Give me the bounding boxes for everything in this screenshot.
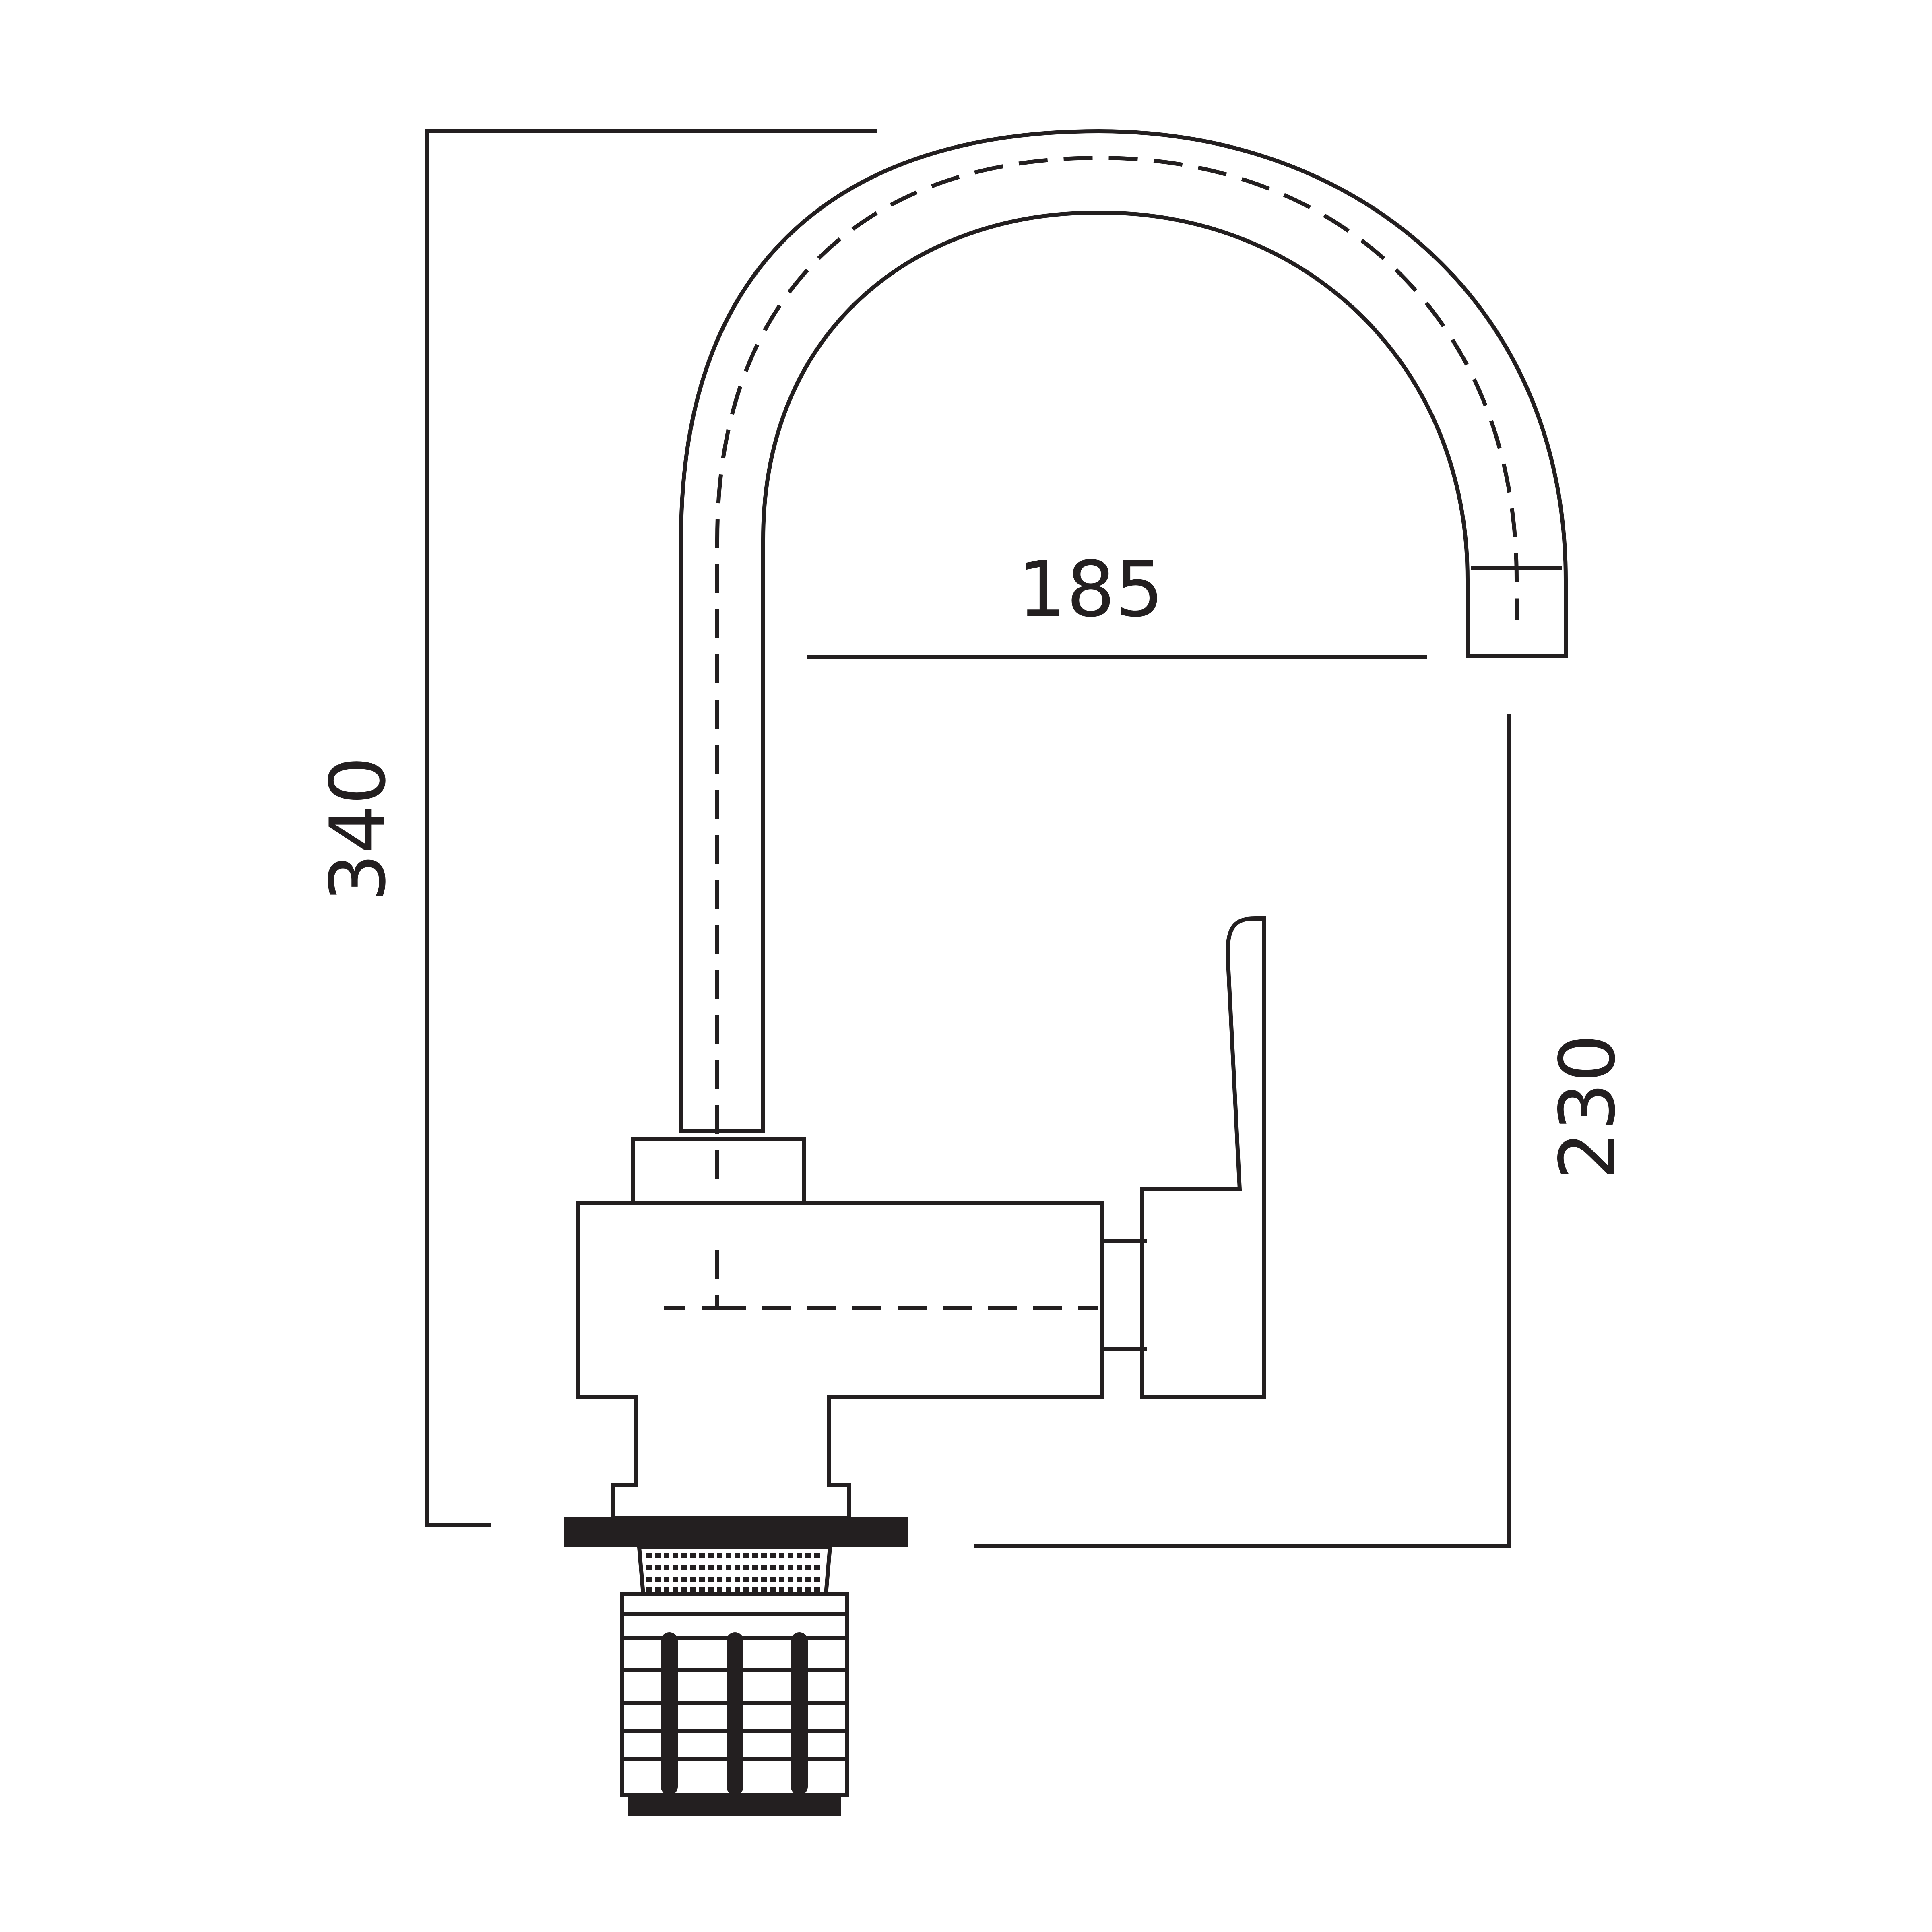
tap-body-outline	[576, 1201, 1104, 1520]
nut-base	[628, 1794, 841, 1816]
nut-rib-2	[727, 1632, 743, 1795]
dimension-label-spout-height: 230	[1543, 1034, 1632, 1180]
nut-rib-3	[791, 1632, 808, 1795]
dimension-line-spout-height	[974, 714, 1511, 1548]
spout-waterway-hidden-line	[715, 155, 1519, 1179]
nut-rib-1	[661, 1632, 678, 1795]
dimension-total-height: 340	[314, 129, 877, 1527]
lever-handle-outline[interactable]	[1140, 916, 1266, 1399]
dimension-spout-reach: 185	[807, 545, 1427, 659]
mounting-thread	[637, 1545, 832, 1596]
dimension-line-total-height	[425, 129, 877, 1527]
lever-handle[interactable]	[1102, 916, 1266, 1399]
dimension-label-spout-reach: 185	[1018, 545, 1164, 634]
body-waterway-hidden-line	[664, 1250, 1098, 1310]
tap-body	[576, 1201, 1104, 1520]
dimension-spout-height: 230	[974, 714, 1632, 1548]
base-flange	[564, 1517, 908, 1547]
dimension-label-total-height: 340	[314, 756, 402, 902]
fixing-nut	[620, 1592, 849, 1816]
spout	[679, 129, 1568, 1179]
spout-outline	[679, 129, 1568, 1133]
